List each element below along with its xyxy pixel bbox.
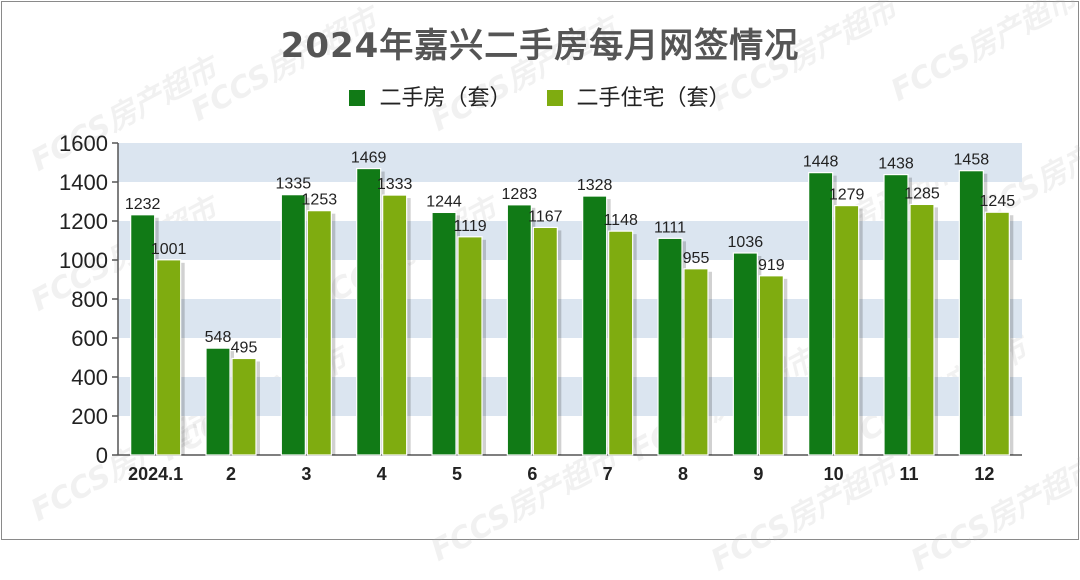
data-label: 1245 — [980, 193, 1016, 210]
x-tick-label: 8 — [678, 464, 688, 484]
data-label: 1285 — [904, 185, 940, 202]
data-label: 955 — [683, 250, 710, 267]
data-label: 1283 — [502, 186, 538, 203]
legend-item-series-2: 二手住宅（套） — [546, 80, 731, 112]
y-tick-label: 1200 — [59, 209, 108, 234]
y-tick-label: 0 — [96, 443, 108, 468]
y-tick-label: 600 — [71, 326, 108, 351]
data-label: 1328 — [577, 177, 613, 194]
chart-title: 2024年嘉兴二手房每月网签情况 — [280, 26, 800, 66]
data-label: 1148 — [603, 212, 638, 229]
data-label: 919 — [758, 257, 785, 274]
data-label: 1335 — [276, 176, 312, 193]
bar-series-1 — [205, 347, 231, 456]
bar-series-1 — [808, 172, 834, 456]
bar-series-1 — [506, 204, 532, 456]
bar-series-2 — [457, 236, 483, 456]
data-label: 1253 — [302, 192, 338, 209]
x-tick-label: 2024.1 — [128, 464, 183, 484]
bar-series-1 — [883, 173, 909, 456]
legend-swatch-series-1 — [349, 90, 366, 106]
data-label: 1119 — [453, 218, 486, 235]
bar-series-2 — [382, 194, 408, 456]
legend-label-series-2: 二手住宅（套） — [576, 86, 731, 111]
legend-item-series-1: 二手房（套） — [349, 80, 512, 112]
bar-series-1 — [582, 195, 608, 456]
bar-series-1 — [431, 211, 457, 456]
data-label: 1333 — [377, 176, 413, 193]
data-label: 1111 — [654, 219, 686, 236]
x-tick-label: 4 — [377, 464, 387, 484]
bar-chart: 0200400600800100012001400160012321001202… — [59, 131, 1022, 484]
x-tick-label: 5 — [452, 464, 462, 484]
data-label: 1469 — [351, 150, 387, 167]
bar-series-1 — [732, 252, 758, 456]
y-tick-label: 1000 — [59, 248, 108, 273]
data-label: 1244 — [426, 193, 462, 210]
grid-band — [118, 299, 1022, 338]
legend: 二手房（套） 二手住宅（套） — [0, 80, 1080, 112]
bar-series-1 — [958, 170, 984, 456]
y-tick-label: 400 — [71, 365, 108, 390]
data-label: 1167 — [528, 208, 563, 225]
data-label: 1438 — [878, 156, 914, 173]
x-tick-label: 3 — [301, 464, 311, 484]
bar-series-1 — [356, 167, 382, 456]
bar-series-1 — [280, 194, 306, 456]
bar-series-2 — [984, 211, 1010, 456]
data-label: 1448 — [803, 154, 839, 171]
bar-series-1 — [130, 214, 156, 456]
x-tick-label: 6 — [527, 464, 537, 484]
data-label: 1232 — [125, 196, 161, 213]
data-label: 495 — [231, 339, 258, 356]
x-tick-label: 10 — [824, 464, 844, 484]
bar-series-2 — [306, 210, 332, 456]
y-tick-label: 1400 — [59, 170, 108, 195]
bar-series-2 — [909, 203, 935, 456]
y-tick-label: 1600 — [59, 131, 108, 156]
legend-swatch-series-2 — [546, 90, 563, 106]
legend-label-series-1: 二手房（套） — [379, 86, 512, 111]
bar-series-2 — [683, 268, 709, 456]
data-label: 1001 — [151, 241, 187, 258]
data-label: 1036 — [728, 234, 764, 251]
bar-series-2 — [608, 230, 634, 456]
x-tick-label: 7 — [603, 464, 613, 484]
grid-band — [118, 221, 1022, 260]
y-tick-label: 800 — [71, 287, 108, 312]
bar-series-2 — [758, 275, 784, 456]
x-tick-label: 9 — [753, 464, 763, 484]
bar-series-2 — [834, 204, 860, 456]
x-tick-label: 11 — [899, 464, 918, 484]
bar-series-2 — [231, 357, 257, 456]
x-tick-label: 12 — [974, 464, 994, 484]
data-label: 548 — [205, 329, 232, 346]
data-label: 1279 — [829, 187, 865, 204]
data-label: 1458 — [954, 152, 990, 169]
grid-band — [118, 377, 1022, 416]
y-tick-label: 200 — [71, 404, 108, 429]
bar-series-2 — [532, 226, 558, 456]
grid-band — [118, 143, 1022, 182]
bar-series-1 — [657, 237, 683, 456]
x-tick-label: 2 — [226, 464, 236, 484]
bar-series-2 — [156, 259, 182, 456]
